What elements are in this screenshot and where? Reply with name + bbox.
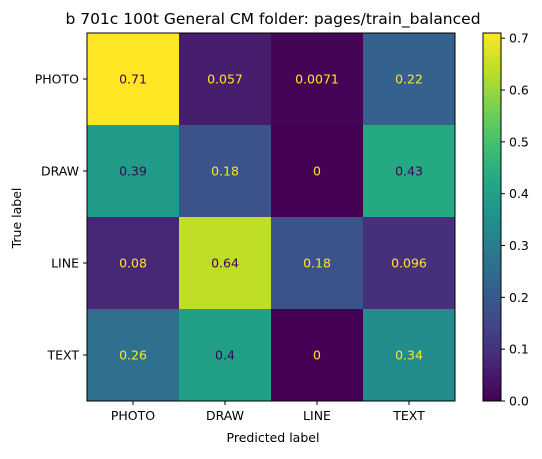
plot-frame <box>86 32 456 402</box>
cell-label-0-0: 0.71 <box>119 72 147 87</box>
cell-label-2-1: 0.64 <box>211 256 239 271</box>
y-axis-ticks: PHOTO DRAW LINE TEXT <box>35 72 87 363</box>
colorbar-tick-label-2: 0.2 <box>509 290 529 305</box>
cell-label-2-0: 0.08 <box>119 256 147 271</box>
x-axis-label: Predicted label <box>227 430 320 445</box>
heatmap-cell-2-2 <box>271 217 363 309</box>
heatmap-cell-3-1 <box>179 309 271 401</box>
cell-label-1-3: 0.43 <box>395 164 423 179</box>
cell-label-1-0: 0.39 <box>119 164 147 179</box>
heatmap-cell-0-1 <box>179 33 271 125</box>
y-tick-label-1: DRAW <box>41 164 79 179</box>
y-axis-label: True label <box>9 188 24 250</box>
heatmap-cell-1-2 <box>271 125 363 217</box>
cell-label-3-0: 0.26 <box>119 348 147 363</box>
heatmap-cell-1-1 <box>179 125 271 217</box>
colorbar-tick-label-7: 0.7 <box>509 31 529 46</box>
heatmap-cell-0-0 <box>87 33 179 125</box>
cell-label-0-2: 0.0071 <box>295 72 339 87</box>
heatmap-cell-2-3 <box>363 217 455 309</box>
heatmap-cell-3-2 <box>271 309 363 401</box>
x-tick-label-3: TEXT <box>392 408 425 423</box>
heatmap-cell-2-1 <box>179 217 271 309</box>
heatmap-cell-2-0 <box>87 217 179 309</box>
heatmap-cell-3-0 <box>87 309 179 401</box>
x-tick-label-1: DRAW <box>206 408 244 423</box>
heatmap-cell-1-3 <box>363 125 455 217</box>
colorbar-tick-label-5: 0.5 <box>509 134 529 149</box>
heatmap-cell-0-2 <box>271 33 363 125</box>
x-axis-ticks: PHOTO DRAW LINE TEXT <box>111 401 425 423</box>
cell-label-3-3: 0.34 <box>395 348 423 363</box>
x-tick-label-0: PHOTO <box>111 408 155 423</box>
colorbar-tick-label-0: 0.0 <box>509 394 529 409</box>
heatmap-cell-3-3 <box>363 309 455 401</box>
heatmap-cell-0-3 <box>363 33 455 125</box>
y-tick-label-0: PHOTO <box>35 72 79 87</box>
cell-label-2-2: 0.18 <box>303 256 331 271</box>
colorbar-tick-label-3: 0.3 <box>509 238 529 253</box>
colorbar-tick-label-1: 0.1 <box>509 342 529 357</box>
cell-label-1-1: 0.18 <box>211 164 239 179</box>
heatmap-cell-1-0 <box>87 125 179 217</box>
cell-label-0-1: 0.057 <box>207 72 243 87</box>
cell-label-0-3: 0.22 <box>395 72 423 87</box>
chart-title: b 701c 100t General CM folder: pages/tra… <box>65 10 480 29</box>
colorbar-gradient <box>482 32 502 402</box>
colorbar-tick-label-6: 0.6 <box>509 83 529 98</box>
colorbar-tick-label-4: 0.4 <box>509 186 529 201</box>
cell-label-3-2: 0 <box>313 348 321 363</box>
colorbar: 0.0 0.1 0.2 0.3 0.4 0.5 0.6 0.7 <box>482 31 529 409</box>
x-tick-label-2: LINE <box>303 408 331 423</box>
heatmap-cell-labels: 0.71 0.057 0.0071 0.22 0.39 0.18 0 0.43 0.08 0.64… <box>119 72 427 363</box>
y-tick-label-2: LINE <box>51 256 79 271</box>
y-tick-label-3: TEXT <box>46 348 79 363</box>
cell-label-1-2: 0 <box>313 164 321 179</box>
cell-label-2-3: 0.096 <box>391 256 427 271</box>
cell-label-3-1: 0.4 <box>215 348 235 363</box>
heatmap-cells <box>86 32 456 402</box>
